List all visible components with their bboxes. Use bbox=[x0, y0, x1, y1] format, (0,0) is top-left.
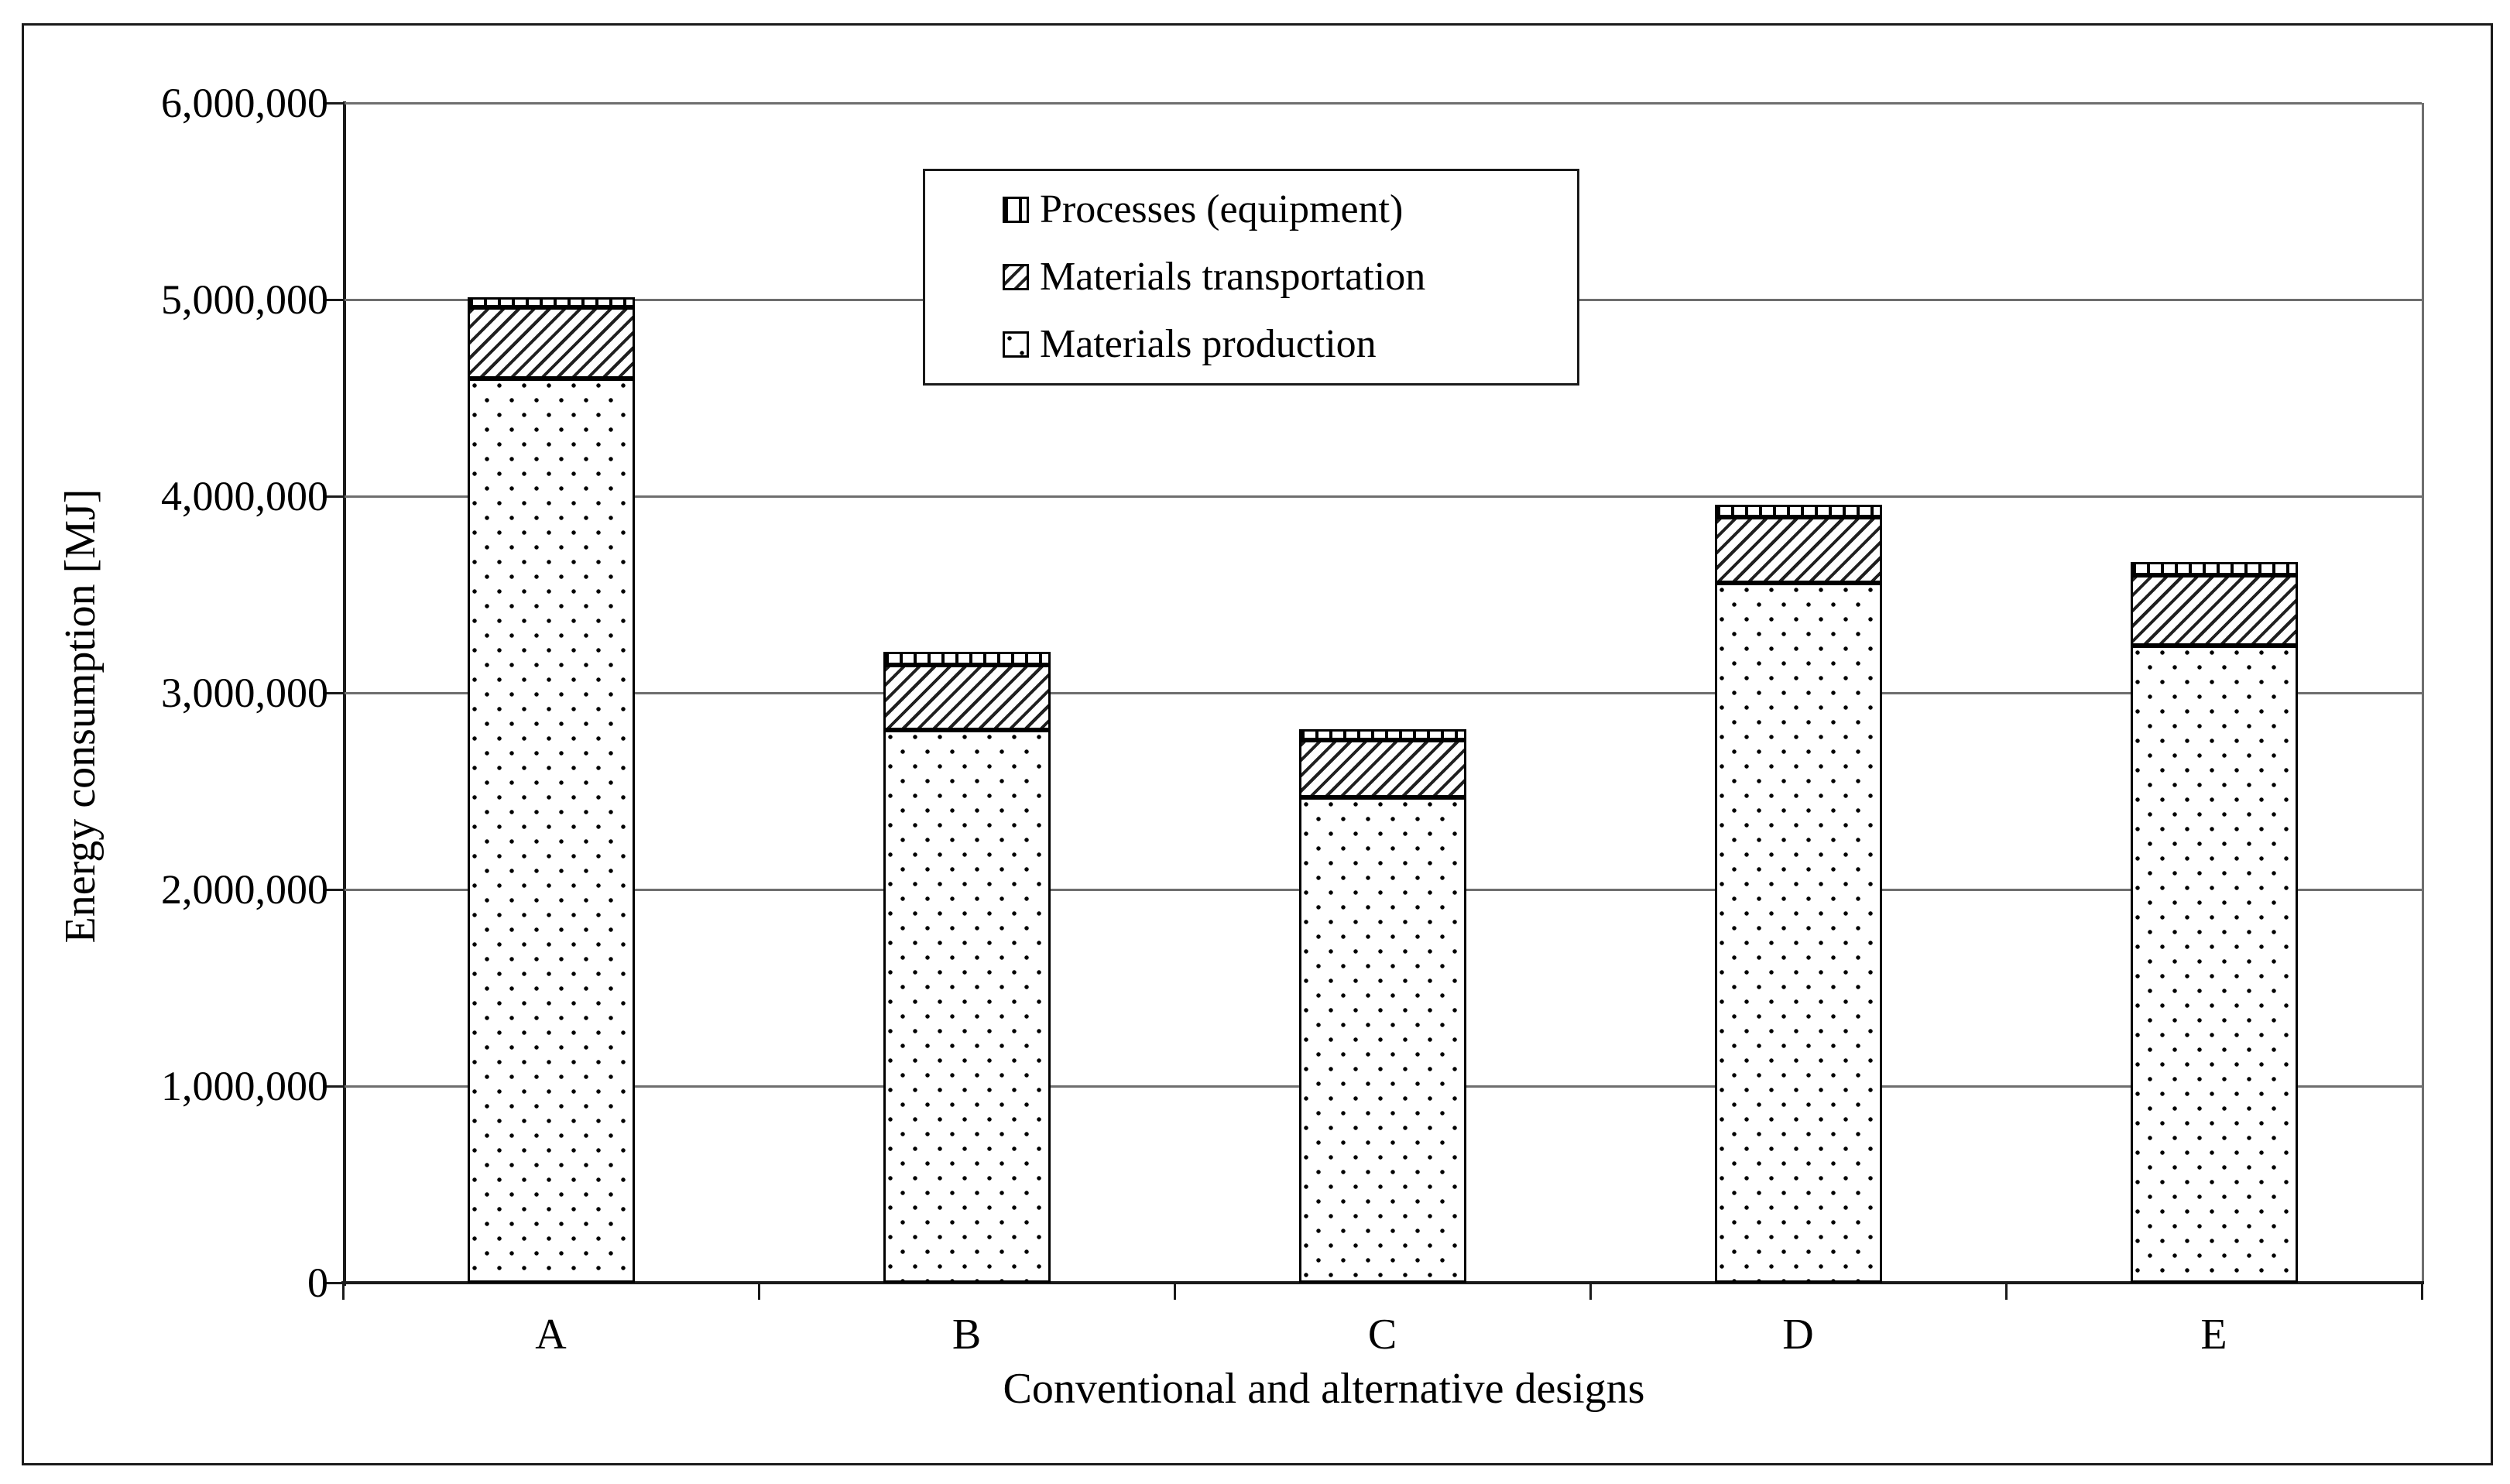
legend-label: Materials production bbox=[1040, 322, 1377, 367]
x-category-label: B bbox=[952, 1311, 982, 1359]
legend-label: Processes (equipment) bbox=[1040, 187, 1404, 231]
legend-item-transportation: Materials transportation bbox=[925, 255, 1577, 299]
x-category-label: E bbox=[2200, 1311, 2227, 1359]
y-axis-tick bbox=[326, 1085, 345, 1088]
y-tick-label: 4,000,000 bbox=[161, 473, 328, 519]
gridline bbox=[343, 495, 2422, 498]
x-axis-title: Conventional and alternative designs bbox=[1003, 1365, 1645, 1413]
legend-swatch-dots-icon bbox=[1003, 331, 1029, 358]
x-axis-tick bbox=[1173, 1283, 1176, 1300]
legend-item-production: Materials production bbox=[925, 323, 1577, 366]
x-axis-tick bbox=[757, 1283, 760, 1300]
bar-D-materials-production bbox=[1714, 582, 1882, 1283]
legend-swatch-diagonal-hatch-icon bbox=[1003, 263, 1029, 290]
legend-item-processes: Processes (equipment) bbox=[925, 187, 1577, 231]
bar-C-materials-transportation bbox=[1298, 739, 1466, 797]
bar-A-materials-transportation bbox=[467, 307, 635, 379]
x-category-label: D bbox=[1782, 1311, 1814, 1359]
x-category-label: A bbox=[535, 1311, 567, 1359]
bar-B-materials-transportation bbox=[883, 665, 1051, 731]
y-axis-tick bbox=[326, 691, 345, 694]
y-tick-label: 5,000,000 bbox=[161, 276, 328, 323]
bar-D-materials-transportation bbox=[1714, 516, 1882, 583]
y-tick-label: 3,000,000 bbox=[161, 670, 328, 716]
y-tick-label: 2,000,000 bbox=[161, 866, 328, 913]
bar-E-materials-transportation bbox=[2130, 574, 2298, 646]
bar-A-processes-equipment bbox=[467, 297, 635, 308]
bar-D-processes-equipment bbox=[1714, 505, 1882, 517]
bar-E-processes-equipment bbox=[2130, 562, 2298, 575]
y-axis-tick bbox=[326, 101, 345, 105]
y-axis-tick bbox=[326, 298, 345, 301]
bar-C-processes-equipment bbox=[1298, 728, 1466, 740]
y-tick-label: 6,000,000 bbox=[161, 80, 328, 126]
x-axis-tick bbox=[341, 1283, 345, 1300]
legend-swatch-vertical-dashes-icon bbox=[1003, 196, 1029, 223]
y-axis-tick bbox=[326, 1281, 345, 1284]
bar-C-materials-production bbox=[1298, 797, 1466, 1283]
bar-E-materials-production bbox=[2130, 646, 2298, 1283]
gridline bbox=[343, 691, 2422, 694]
x-axis-tick bbox=[2420, 1283, 2423, 1300]
x-axis-tick bbox=[2004, 1283, 2008, 1300]
x-axis-tick bbox=[1589, 1283, 1592, 1300]
bar-A-materials-production bbox=[467, 378, 635, 1283]
y-axis-tick bbox=[326, 495, 345, 498]
legend: Processes (equipment) Materials transpor… bbox=[923, 169, 1579, 386]
plot-right-border bbox=[2422, 103, 2424, 1283]
gridline bbox=[343, 101, 2422, 105]
y-axis-tick bbox=[326, 888, 345, 891]
x-category-label: C bbox=[1367, 1311, 1397, 1359]
x-axis-line bbox=[341, 1281, 2424, 1284]
y-tick-label: 0 bbox=[307, 1260, 328, 1306]
y-tick-label: 1,000,000 bbox=[161, 1063, 328, 1109]
legend-label: Materials transportation bbox=[1040, 254, 1426, 299]
bar-B-processes-equipment bbox=[883, 651, 1051, 666]
bar-B-materials-production bbox=[883, 730, 1051, 1283]
